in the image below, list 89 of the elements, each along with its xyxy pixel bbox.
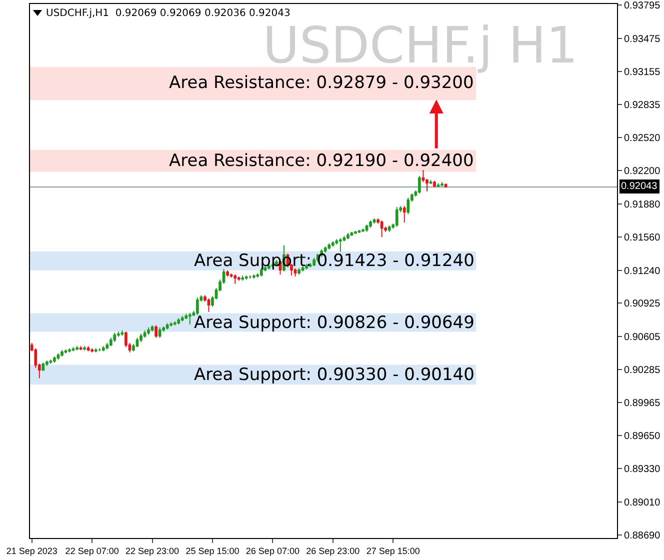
candlestick — [418, 175, 421, 194]
candlestick — [369, 220, 372, 228]
candlestick — [339, 238, 342, 252]
y-tick-label: 0.89965 — [624, 398, 661, 410]
candlestick — [113, 332, 116, 342]
candlestick — [102, 346, 105, 352]
candlestick — [328, 242, 331, 250]
candlestick — [150, 324, 154, 332]
candlestick — [86, 346, 90, 352]
candlestick — [234, 274, 236, 284]
candlestick — [436, 182, 440, 188]
candlestick — [188, 312, 192, 325]
candlestick — [207, 298, 210, 312]
candlestick — [120, 330, 124, 336]
candlestick — [94, 348, 98, 353]
candlestick — [237, 276, 240, 282]
x-tick-label: 21 Sep 2023 — [6, 546, 58, 556]
candlestick — [173, 320, 176, 326]
x-tick-label: 26 Sep 07:00 — [246, 546, 300, 556]
y-tick-label: 0.91240 — [624, 266, 661, 277]
candlestick — [372, 218, 376, 224]
candlestick — [76, 346, 78, 351]
candlestick — [68, 348, 71, 353]
y-tick-label: 0.91880 — [624, 199, 661, 210]
candlestick — [429, 179, 432, 185]
candlestick — [354, 230, 357, 234]
candlestick — [226, 270, 229, 278]
candlestick — [380, 220, 384, 238]
candlestick — [433, 180, 436, 188]
x-tick-label: 22 Sep 07:00 — [65, 546, 119, 556]
y-tick-label: 0.93475 — [624, 34, 661, 45]
y-tick-label: 0.90605 — [624, 332, 661, 343]
y-tick-label: 0.89650 — [624, 430, 661, 442]
candlestick — [49, 359, 52, 364]
candlestick — [143, 330, 146, 338]
candlestick — [136, 337, 139, 348]
candlestick — [440, 182, 444, 187]
band-label: Area Resistance: 0.92190 - 0.92400 — [169, 151, 474, 171]
candlestick — [90, 348, 94, 353]
y-tick-label: 0.89330 — [624, 464, 661, 476]
y-tick-label: 0.89010 — [624, 497, 661, 508]
candlestick — [331, 240, 334, 247]
band-label: Area Support: 0.90826 - 0.90649 — [194, 313, 474, 333]
candlestick — [64, 348, 68, 354]
chart-subtitle: USDCHF.j,H1 0.92069 0.92069 0.92036 0.92043 — [46, 8, 290, 19]
candlestick — [312, 257, 316, 267]
band-label: Area Resistance: 0.92879 - 0.93200 — [169, 73, 474, 93]
candlestick — [180, 316, 184, 322]
candlestick — [402, 205, 406, 224]
candlestick — [365, 224, 368, 232]
candlestick — [56, 352, 60, 360]
y-tick-label: 0.92520 — [624, 132, 661, 144]
candlestick — [406, 197, 410, 215]
ref-line-label: 0.92043 — [621, 181, 658, 192]
y-tick-label: 0.93155 — [624, 66, 661, 78]
x-tick-label: 26 Sep 23:00 — [306, 546, 360, 556]
candlestick — [395, 206, 398, 228]
candlestick — [147, 326, 150, 336]
candlestick — [324, 246, 327, 254]
candlestick — [196, 296, 199, 316]
candlestick — [256, 272, 260, 278]
candlestick — [60, 350, 64, 357]
y-tick-label: 0.93795 — [624, 0, 661, 12]
y-tick-label: 0.90285 — [624, 364, 661, 376]
candlestick — [252, 274, 256, 280]
candlestick — [79, 346, 82, 351]
y-tick-label: 0.90925 — [624, 298, 661, 310]
band-label: Area Support: 0.90330 - 0.90140 — [194, 365, 474, 385]
x-tick-label: 27 Sep 15:00 — [366, 546, 420, 556]
y-tick-label: 0.92835 — [624, 100, 661, 112]
candlestick — [166, 322, 169, 330]
candlestick — [53, 356, 56, 364]
candlestick — [177, 318, 180, 325]
candlestick — [346, 232, 350, 240]
x-tick-label: 22 Sep 23:00 — [126, 546, 180, 556]
candlestick — [42, 362, 45, 372]
candlestick — [83, 346, 86, 351]
y-tick-label: 0.91560 — [624, 232, 661, 244]
y-tick-label: 0.88690 — [624, 530, 661, 542]
candlestick — [241, 275, 244, 282]
x-tick-label: 25 Sep 15:00 — [186, 546, 240, 556]
candlestick — [388, 225, 391, 232]
candlestick — [170, 322, 173, 327]
y-tick-label: 0.92200 — [624, 166, 661, 178]
candlestick — [158, 326, 162, 338]
candlestick — [244, 275, 248, 280]
candlestick — [362, 228, 364, 232]
candlestick — [72, 346, 75, 352]
candlestick — [154, 324, 158, 338]
